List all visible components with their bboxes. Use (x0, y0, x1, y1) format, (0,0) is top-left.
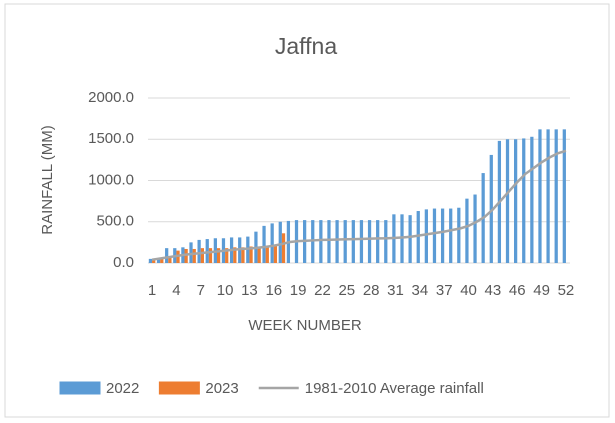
bar (200, 248, 204, 263)
legend-label: 2022 (106, 380, 139, 397)
bar (233, 247, 237, 263)
bar (514, 139, 518, 263)
x-tick-label: 25 (338, 282, 355, 299)
bar (554, 129, 558, 263)
chart-title: Jaffna (275, 33, 337, 59)
bar (327, 220, 331, 263)
bar (440, 208, 445, 263)
x-tick-label: 40 (460, 282, 477, 299)
bar (530, 136, 534, 263)
x-tick-label: 19 (290, 282, 307, 299)
bar (165, 248, 169, 263)
bar (281, 233, 286, 263)
bar (265, 245, 269, 263)
legend-label: 2023 (205, 380, 238, 397)
y-axis-title: RAINFALL (MM) (39, 125, 56, 234)
x-axis-title: WEEK NUMBER (248, 317, 362, 334)
bar (489, 154, 493, 263)
bar (505, 139, 510, 263)
legend-swatch (158, 381, 200, 395)
bar (343, 220, 347, 263)
bar (416, 211, 420, 263)
bar (319, 220, 323, 263)
bar (216, 248, 221, 263)
bar (424, 209, 428, 263)
bar (152, 259, 156, 263)
x-tick-label: 34 (412, 282, 429, 299)
bar (538, 129, 542, 263)
y-tick-label: 2000.0 (88, 89, 134, 106)
bar (432, 208, 437, 263)
bar (273, 244, 278, 263)
x-tick-label: 28 (363, 282, 380, 299)
bar (351, 220, 355, 263)
legend-swatch (59, 381, 101, 395)
bar (205, 239, 209, 263)
chart-frame (4, 3, 610, 418)
bar (546, 129, 550, 263)
x-tick-label: 52 (558, 282, 575, 299)
bar (562, 129, 566, 263)
x-tick-label: 46 (509, 282, 526, 299)
x-tick-label: 7 (197, 282, 205, 299)
bar (262, 225, 266, 263)
x-tick-label: 43 (485, 282, 502, 299)
bar (168, 257, 172, 263)
bar (457, 207, 461, 263)
bar (359, 220, 364, 263)
bar (184, 248, 188, 263)
bar (522, 138, 526, 263)
y-tick-label: 1500.0 (88, 130, 134, 147)
x-tick-label: 1 (148, 282, 156, 299)
legend-label: 1981-2010 Average rainfall (305, 380, 484, 397)
bar (408, 215, 412, 263)
y-tick-label: 1000.0 (88, 171, 134, 188)
bar (225, 248, 229, 263)
x-tick-label: 31 (387, 282, 404, 299)
x-tick-label: 10 (217, 282, 234, 299)
y-tick-label: 500.0 (96, 213, 134, 230)
bar (156, 258, 161, 263)
bar (241, 247, 245, 263)
bar (197, 239, 201, 263)
bar (208, 248, 213, 263)
y-tick-label: 0.0 (113, 254, 134, 271)
bar (465, 198, 469, 263)
bar (335, 220, 339, 263)
bar (449, 208, 453, 263)
bar (367, 220, 372, 263)
line (151, 149, 567, 261)
bar (189, 242, 193, 263)
bar (249, 246, 253, 263)
bar (278, 221, 282, 263)
bar (192, 248, 196, 263)
x-tick-label: 16 (265, 282, 282, 299)
bar (270, 223, 274, 263)
bar (384, 220, 388, 263)
x-tick-label: 49 (533, 282, 550, 299)
x-tick-label: 13 (241, 282, 258, 299)
bar (148, 258, 153, 263)
bar (160, 258, 164, 263)
x-tick-label: 4 (172, 282, 180, 299)
x-tick-label: 37 (436, 282, 453, 299)
bar (473, 194, 477, 263)
bar (257, 246, 261, 263)
bar (376, 220, 380, 263)
x-tick-label: 22 (314, 282, 331, 299)
